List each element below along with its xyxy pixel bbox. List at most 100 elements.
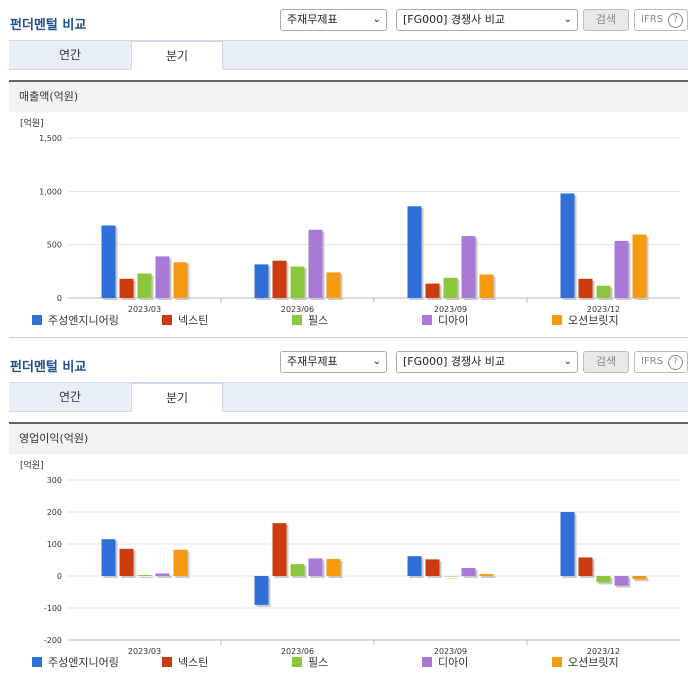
bar-shadow: [634, 578, 649, 582]
legend-item[interactable]: 넥스틴: [162, 314, 208, 328]
chevron-down-icon: ⌄: [563, 14, 572, 25]
legend-swatch: [422, 657, 432, 667]
bar-shadow: [139, 577, 154, 578]
legend-item[interactable]: 주성엔지니어링: [32, 656, 119, 670]
bar-shadow: [157, 575, 172, 578]
legend-swatch: [32, 315, 42, 325]
revenue-chart: [억원] 1,500 1,000 500 0 2023/03 2023/06 2023/09 2…: [20, 117, 680, 312]
bar[interactable]: [560, 193, 575, 298]
ifrs-button[interactable]: IFRS ?: [634, 9, 688, 31]
x-tick-label: 2023/03: [128, 647, 161, 654]
bar[interactable]: [632, 234, 647, 298]
bar[interactable]: [425, 559, 440, 576]
legend-label: 필스: [308, 656, 329, 669]
legend-label: 넥스틴: [178, 656, 209, 669]
tab-quarter[interactable]: 분기: [131, 41, 223, 70]
divider: [9, 337, 688, 338]
bar[interactable]: [119, 548, 134, 576]
bar[interactable]: [137, 273, 152, 298]
search-button[interactable]: 검색: [583, 9, 629, 31]
x-tick-label: 2023/09: [434, 305, 467, 312]
fundamental-panel-revenue: 펀더멘털 비교 주재무제표 ⌄ [FG000] 경쟁사 비교 ⌄ 검색 IFRS…: [9, 9, 688, 338]
y-tick-label: 0: [57, 294, 62, 303]
bar[interactable]: [560, 512, 575, 576]
bar[interactable]: [632, 576, 647, 580]
peer-select[interactable]: [FG000] 경쟁사 비교 ⌄: [396, 351, 578, 373]
help-icon: ?: [668, 355, 683, 370]
bar[interactable]: [443, 576, 458, 577]
bar[interactable]: [254, 576, 269, 605]
legend-label: 주성엔지니어링: [48, 314, 119, 327]
bar[interactable]: [173, 549, 188, 576]
bar[interactable]: [326, 559, 341, 576]
bar[interactable]: [272, 260, 287, 298]
bar[interactable]: [326, 272, 341, 298]
bar[interactable]: [596, 285, 611, 298]
bar[interactable]: [308, 229, 323, 298]
bar[interactable]: [254, 264, 269, 298]
ifrs-button[interactable]: IFRS ?: [634, 351, 688, 373]
bar[interactable]: [119, 278, 134, 298]
legend-label: 주성엔지니어링: [48, 656, 119, 669]
legend-item[interactable]: 넥스틴: [162, 656, 208, 670]
bar[interactable]: [407, 556, 422, 576]
legend-item[interactable]: 필스: [292, 314, 328, 328]
bar[interactable]: [425, 283, 440, 298]
legend-swatch: [552, 657, 562, 667]
peer-select[interactable]: [FG000] 경쟁사 비교 ⌄: [396, 9, 578, 31]
x-tick-label: 2023/09: [434, 647, 467, 654]
legend-item[interactable]: 디아이: [422, 656, 468, 670]
bar[interactable]: [479, 574, 494, 576]
peer-select-value: [FG000] 경쟁사 비교: [403, 355, 506, 368]
chevron-down-icon: ⌄: [563, 356, 572, 367]
bar[interactable]: [596, 576, 611, 583]
legend-item[interactable]: 주성엔지니어링: [32, 314, 119, 328]
y-tick-label: 100: [47, 540, 62, 549]
bar[interactable]: [461, 236, 476, 298]
bar[interactable]: [443, 277, 458, 298]
ifrs-label: IFRS: [641, 14, 663, 25]
bar[interactable]: [578, 557, 593, 576]
x-tick-label: 2023/06: [281, 647, 314, 654]
legend-swatch: [422, 315, 432, 325]
tab-annual[interactable]: 연간: [58, 390, 82, 404]
bar[interactable]: [173, 262, 188, 298]
chevron-down-icon: ⌄: [372, 14, 381, 25]
y-tick-label: 1,500: [39, 134, 62, 143]
statement-select[interactable]: 주재무제표 ⌄: [280, 9, 387, 31]
x-tick-label: 2023/12: [587, 305, 620, 312]
tab-annual[interactable]: 연간: [58, 48, 82, 62]
bar[interactable]: [614, 576, 629, 586]
legend-label: 오션브릿지: [568, 314, 619, 327]
legend-swatch: [32, 657, 42, 667]
legend-item[interactable]: 디아이: [422, 314, 468, 328]
bar[interactable]: [614, 240, 629, 298]
bar[interactable]: [290, 564, 305, 576]
chart-legend: 주성엔지니어링 넥스틴 필스 디아이 오션브릿지: [0, 656, 696, 672]
bar[interactable]: [578, 278, 593, 298]
period-tabs: 연간 분기: [9, 40, 688, 70]
y-tick-label: -200: [44, 636, 62, 645]
legend-item[interactable]: 필스: [292, 656, 328, 670]
bar[interactable]: [290, 266, 305, 298]
bar[interactable]: [137, 575, 152, 576]
bar[interactable]: [101, 225, 116, 298]
legend-label: 넥스틴: [178, 314, 209, 327]
tab-quarter[interactable]: 분기: [131, 383, 223, 412]
panel-title: 펀더멘털 비교: [10, 18, 87, 33]
statement-select[interactable]: 주재무제표 ⌄: [280, 351, 387, 373]
bar[interactable]: [461, 568, 476, 576]
search-button[interactable]: 검색: [583, 351, 629, 373]
bar[interactable]: [479, 274, 494, 298]
chevron-down-icon: ⌄: [372, 356, 381, 367]
bar[interactable]: [407, 206, 422, 298]
bar[interactable]: [272, 523, 287, 576]
legend-label: 오션브릿지: [568, 656, 619, 669]
legend-item[interactable]: 오션브릿지: [552, 314, 619, 328]
bar[interactable]: [101, 539, 116, 576]
bar[interactable]: [155, 573, 170, 576]
bar[interactable]: [308, 558, 323, 576]
legend-item[interactable]: 오션브릿지: [552, 656, 619, 670]
y-tick-label: 200: [47, 508, 62, 517]
bar[interactable]: [155, 256, 170, 298]
